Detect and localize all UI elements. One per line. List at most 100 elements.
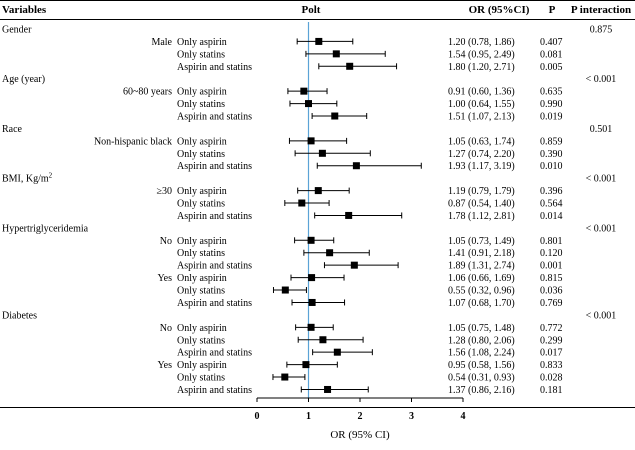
p-interaction-value: 0.875 [590,25,613,36]
or-ci-value: 0.55 (0.32, 0.96) [448,286,515,297]
point-estimate [319,336,327,344]
subgroup-label: ≥30 [157,186,173,197]
subgroup-label: 60~80 years [123,87,172,98]
or-ci-value: 1.80 (1.20, 2.71) [448,62,515,73]
exposure-label: Only statins [177,99,225,110]
point-estimate [308,298,316,306]
point-estimate [302,361,310,369]
point-estimate [305,100,312,108]
exposure-label: Only aspirin [177,323,227,334]
or-ci-value: 1.07 (0.68, 1.70) [448,298,515,309]
point-estimate [350,261,358,269]
subgroup-label: Yes [157,360,172,371]
group-label: Gender [2,25,32,36]
or-ci-value: 1.56 (1.08, 2.24) [448,348,515,359]
point-estimate [307,236,315,244]
subgroup-label: Yes [157,273,172,284]
exposure-label: Aspirin and statins [177,298,252,309]
exposure-label: Only statins [177,335,225,346]
point-estimate [352,162,360,170]
p-value: 0.120 [540,248,563,259]
exposure-label: Aspirin and statins [177,348,252,359]
x-tick-label: 1 [306,411,311,422]
or-ci-value: 1.20 (0.78, 1.86) [448,37,515,48]
p-value: 0.801 [540,236,563,247]
or-ci-value: 1.93 (1.17, 3.19) [448,161,515,172]
exposure-label: Only aspirin [177,236,227,247]
exposure-label: Only aspirin [177,360,227,371]
point-estimate [345,211,353,219]
point-estimate [332,50,340,58]
point-estimate [314,187,322,195]
header-p-interaction: P interaction [571,4,631,16]
p-value: 0.635 [540,87,563,98]
or-ci-value: 1.28 (0.80, 2.06) [448,335,515,346]
or-ci-value: 0.87 (0.54, 1.40) [448,199,515,210]
exposure-label: Only aspirin [177,37,227,48]
point-estimate [315,37,323,45]
p-interaction-value: < 0.001 [586,223,617,234]
p-interaction-value: < 0.001 [586,310,617,321]
or-ci-value: 1.05 (0.63, 1.74) [448,136,515,147]
header-p: P [549,4,556,16]
exposure-label: Only statins [177,373,225,384]
p-value: 0.772 [540,323,563,334]
point-estimate [298,199,306,207]
point-estimate [318,149,326,157]
subgroup-label: Non-hispanic black [94,136,172,147]
exposure-label: Only aspirin [177,136,227,147]
point-estimate [307,323,315,331]
exposure-label: Only aspirin [177,273,227,284]
header-variables: Variables [2,4,47,16]
p-value: 0.859 [540,136,563,147]
exposure-label: Only aspirin [177,186,227,197]
or-ci-value: 1.00 (0.64, 1.55) [448,99,515,110]
point-estimate [300,87,308,95]
p-value: 0.396 [540,186,563,197]
or-ci-value: 0.54 (0.31, 0.93) [448,373,515,384]
group-label: Diabetes [2,310,37,321]
p-value: 0.407 [540,37,563,48]
or-ci-value: 1.05 (0.73, 1.49) [448,236,515,247]
x-tick-label: 2 [358,411,363,422]
x-axis-label: OR (95% CI) [330,429,390,441]
header-or-ci: OR (95%CI) [469,4,530,16]
x-tick-label: 4 [461,411,466,422]
x-axis: 0 1 2 3 4 [255,397,466,422]
or-ci-value: 1.19 (0.79, 1.79) [448,186,515,197]
exposure-label: Only statins [177,199,225,210]
or-ci-value: 1.05 (0.75, 1.48) [448,323,515,334]
point-estimate [333,348,341,356]
p-value: 0.990 [540,99,563,110]
p-interaction-value: 0.501 [590,124,613,135]
exposure-label: Only statins [177,248,225,259]
p-interaction-value: < 0.001 [586,174,617,185]
p-value: 0.014 [540,211,563,222]
exposure-label: Aspirin and statins [177,261,252,272]
subgroup-label: No [160,236,172,247]
or-ci-value: 1.37 (0.86, 2.16) [448,385,515,396]
exposure-label: Aspirin and statins [177,385,252,396]
point-estimate [281,373,289,381]
p-value: 0.001 [540,261,563,272]
p-value: 0.036 [540,286,563,297]
point-estimate [324,385,332,393]
p-value: 0.815 [540,273,563,284]
or-ci-value: 0.95 (0.58, 1.56) [448,360,515,371]
or-ci-value: 1.89 (1.31, 2.74) [448,261,515,272]
subgroup-label: No [160,323,172,334]
point-estimate [326,249,334,257]
header-plot: Polt [302,4,321,16]
point-estimate [307,137,315,145]
group-label: Race [2,124,23,135]
exposure-label: Only statins [177,286,225,297]
or-ci-value: 1.51 (1.07, 2.13) [448,112,515,123]
p-value: 0.019 [540,112,563,123]
p-value: 0.769 [540,298,563,309]
exposure-label: Aspirin and statins [177,211,252,222]
point-estimate [281,286,289,294]
or-ci-value: 1.54 (0.95, 2.49) [448,49,515,60]
p-value: 0.017 [540,348,563,359]
p-value: 0.181 [540,385,563,396]
